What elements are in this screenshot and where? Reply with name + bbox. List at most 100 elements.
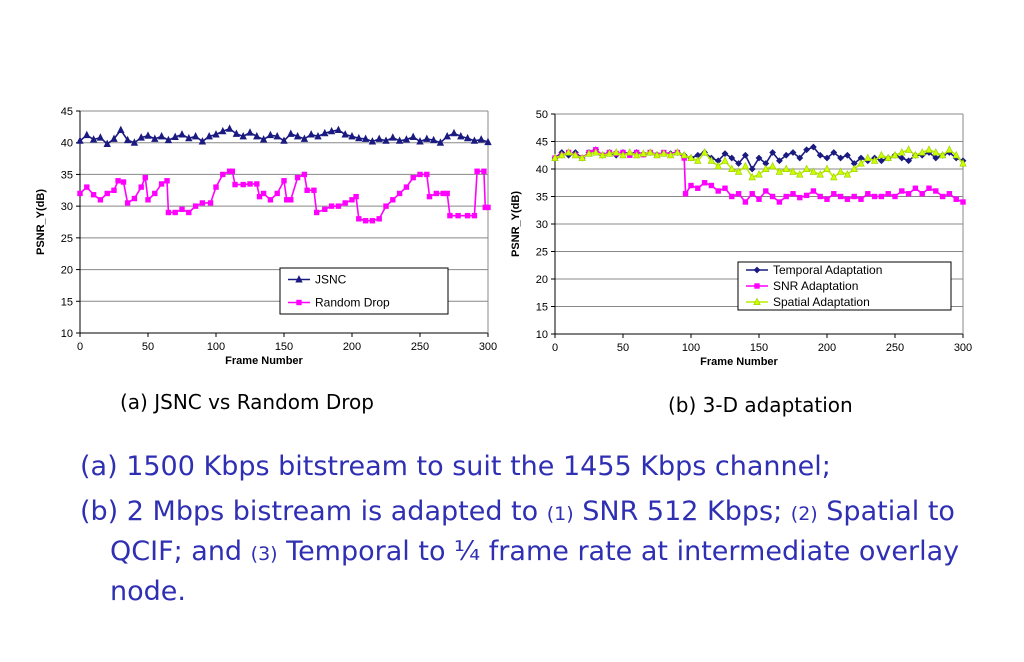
chart-b-series-spatial-adaptation-point-47 [870, 156, 879, 164]
chart-b-xtick-label-4: 200 [818, 342, 836, 354]
chart-a-series-jsnc-point-59 [477, 135, 485, 143]
chart-a-series-jsnc-point-9 [137, 133, 145, 141]
chart-a-series-jsnc-point-49 [409, 132, 417, 141]
chart-a-series-random-drop-point-10 [138, 184, 144, 190]
chart-b-series-snr-adaptation-point-56 [926, 185, 932, 191]
chart-a-series-jsnc-point-60 [484, 137, 492, 146]
chart-a-series-random-drop-point-50 [362, 218, 369, 224]
chart-b-series-snr-adaptation-point-22 [695, 185, 701, 191]
chart-a-series-jsnc-point-44 [375, 134, 383, 142]
chart-a-series-jsnc-point-55 [450, 128, 458, 137]
chart-b-series-spatial-adaptation-point-39 [816, 170, 824, 178]
chart-b-xtick-label-5: 250 [886, 342, 904, 354]
chart-a-series-jsnc-point-11 [151, 134, 159, 142]
chart-b-ylabel: PSNR_Y(dB) [510, 191, 522, 257]
chart-b-xtick-label-3: 150 [750, 342, 768, 354]
chart-a-series-jsnc-point-58 [470, 136, 479, 144]
chart-b-series-temporal-adaptation-point-30 [755, 154, 763, 162]
chart-a-series-jsnc-point-47 [395, 136, 404, 144]
chart-a-ytick-label-2: 20 [61, 265, 73, 277]
chart-b-series-snr-adaptation-point-36 [790, 191, 796, 197]
chart-a-series-jsnc-point-1 [83, 130, 91, 139]
chart-b-series-snr-adaptation-point-37 [797, 194, 803, 201]
chart-a-series-random-drop-point-32 [260, 190, 267, 197]
chart-b-series-spatial-adaptation-point-38 [809, 167, 818, 175]
chart-b-xtick-label-6: 300 [954, 342, 972, 354]
chart-a-series-jsnc-point-26 [253, 132, 261, 140]
chart-a-series-random-drop-point-60 [426, 193, 433, 200]
chart-b-legend-marker-spatial-adaptation [753, 297, 761, 305]
chart-a-series-random-drop-point-70 [482, 204, 488, 211]
chart-a-series-random-drop-point-48 [353, 193, 359, 200]
chart-b-series-temporal-adaptation-point-34 [782, 151, 790, 159]
chart-b-series-spatial-adaptation-point-41 [830, 172, 838, 181]
chart-b-series-spatial-adaptation-point-5 [585, 149, 593, 157]
chart-a-xtick-label-5: 250 [411, 341, 429, 353]
chart-b-series-temporal-adaptation-point-45 [857, 154, 865, 162]
bullet-b-part2: SNR 512 Kbps; [573, 496, 791, 527]
chart-a-series-jsnc-point-7 [123, 135, 132, 144]
chart-a-series-jsnc-point-42 [361, 134, 370, 142]
chart-b-ytick-label-1: 15 [536, 302, 548, 314]
chart-b-series-temporal-adaptation-point-21 [694, 151, 702, 159]
chart-a-xtick-label-3: 150 [275, 341, 293, 353]
chart-a-series-random-drop-point-28 [240, 181, 246, 188]
chart-a-series-random-drop-point-34 [274, 190, 280, 197]
chart-a-series-jsnc-point-15 [178, 130, 186, 138]
chart-b-series-snr-adaptation-point-42 [831, 191, 837, 197]
chart-b-series-spatial-adaptation-point-36 [796, 170, 804, 178]
chart-b-series-spatial-adaptation-point-3 [571, 150, 580, 159]
chart-a-series-random-drop-point-12 [145, 197, 151, 203]
chart-b-series-spatial-adaptation-point-42 [836, 167, 845, 175]
chart-b-series-temporal-adaptation-point-29 [748, 165, 756, 173]
bullet-list: (a) 1500 Kbps bitstream to suit the 1455… [80, 448, 1000, 618]
chart-b-series-spatial-adaptation-point-40 [823, 164, 831, 172]
chart-b-series-snr-adaptation-point-60 [953, 196, 959, 202]
chart-b-ytick-label-2: 20 [536, 274, 548, 286]
chart-b-series-temporal-adaptation-point-28 [742, 151, 749, 159]
chart-b-series-spatial-adaptation-point-57 [938, 150, 947, 159]
chart-b-series-snr-adaptation-point-59 [946, 191, 953, 197]
chart-b-ytick-label-3: 25 [536, 247, 548, 259]
chart-b-series-temporal-adaptation-point-40 [823, 154, 831, 162]
chart-a-legend [279, 267, 449, 315]
chart-b-series-spatial-adaptation-point-51 [898, 148, 906, 156]
chart-b-series-snr-adaptation-point-33 [769, 193, 776, 200]
chart-b-series-snr-adaptation-point-24 [708, 182, 715, 189]
chart-b-series-temporal-adaptation-point-51 [898, 154, 906, 162]
chart-a-series-jsnc-point-12 [157, 132, 166, 140]
chart-a-series-jsnc-point-51 [423, 134, 431, 142]
chart-a-series-jsnc-point-14 [171, 132, 179, 141]
chart-b-ytick-label-4: 30 [536, 219, 548, 231]
chart-b-series-temporal-adaptation-point-52 [905, 157, 912, 165]
chart-a-series-jsnc-point-6 [117, 125, 125, 134]
chart-a-series-random-drop-point-57 [410, 174, 416, 181]
chart-a-series-jsnc-point-17 [191, 132, 200, 140]
chart-a-series-random-drop-point-64 [447, 212, 453, 219]
chart-b-series-snr-adaptation-point-47 [865, 191, 871, 197]
chart-b-series-spatial-adaptation-point-4 [578, 153, 586, 162]
chart-a-series-random-drop-point-33 [267, 197, 274, 203]
chart-a-series-random-drop-point-36 [284, 197, 290, 203]
chart-a-series-random-drop-point-47 [349, 197, 355, 203]
chart-a-legend-marker-random-drop [296, 299, 302, 306]
chart-b-legend-marker-temporal-adaptation [753, 266, 761, 274]
chart-b-series-snr-adaptation-point-61 [960, 199, 966, 205]
chart-b-series-snr-adaptation-point-57 [933, 188, 939, 194]
chart-a-series-jsnc-point-21 [219, 126, 227, 135]
chart-a-series-jsnc-point-2 [89, 135, 98, 143]
chart-b-series-spatial-adaptation-point-52 [904, 145, 913, 153]
chart-a-series-random-drop-point-15 [164, 178, 170, 184]
chart-b-series-snr-adaptation-point-43 [837, 193, 844, 200]
chart-b-series-spatial-adaptation-point-43 [843, 170, 852, 178]
chart-a-series-random-drop-point-69 [481, 168, 487, 174]
chart-b-series-temporal-adaptation-point-43 [844, 151, 851, 159]
chart-a-series-random-drop-point-23 [213, 184, 219, 190]
bullet-a-text: (a) 1500 Kbps bitstream to suit the 1455… [80, 451, 831, 482]
chart-a-series-jsnc-point-45 [382, 136, 390, 144]
bullet-b-num1: (1) [546, 503, 574, 525]
chart-a-series-jsnc-point-32 [293, 132, 302, 140]
chart-b-series-spatial-adaptation-point-26 [728, 164, 736, 172]
chart-a-series-random-drop-point-45 [335, 203, 342, 209]
chart-b-xlabel: Frame Number [700, 356, 778, 368]
